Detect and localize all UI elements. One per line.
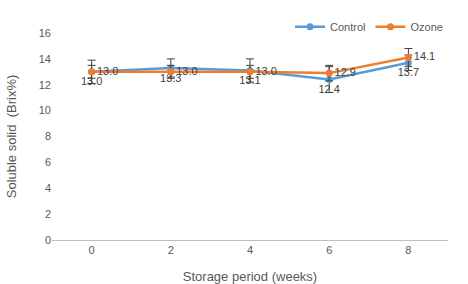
svg-text:13.0: 13.0: [97, 65, 118, 77]
svg-text:Soluble solid (Brix%): Soluble solid (Brix%): [4, 75, 19, 199]
svg-text:13.0: 13.0: [255, 65, 276, 77]
svg-text:4: 4: [45, 182, 51, 194]
svg-text:13.3: 13.3: [160, 72, 181, 84]
svg-text:12.4: 12.4: [318, 83, 339, 95]
svg-text:14.1: 14.1: [414, 50, 435, 62]
svg-text:13.0: 13.0: [81, 75, 102, 87]
svg-text:12: 12: [39, 79, 51, 91]
svg-text:13.0: 13.0: [176, 65, 197, 77]
svg-text:4: 4: [247, 244, 253, 256]
svg-text:10: 10: [39, 104, 51, 116]
svg-text:13.1: 13.1: [239, 74, 260, 86]
svg-text:2: 2: [168, 244, 174, 256]
svg-text:0: 0: [45, 234, 51, 246]
svg-text:6: 6: [45, 156, 51, 168]
svg-text:13.7: 13.7: [398, 66, 419, 78]
svg-text:16: 16: [39, 27, 51, 39]
svg-text:Ozone: Ozone: [410, 21, 442, 33]
svg-text:2: 2: [45, 208, 51, 220]
svg-text:8: 8: [45, 130, 51, 142]
svg-text:Storage period (weeks): Storage period (weeks): [183, 269, 317, 284]
svg-text:0: 0: [89, 244, 95, 256]
svg-text:8: 8: [405, 244, 411, 256]
svg-text:Control: Control: [330, 21, 365, 33]
svg-text:14: 14: [39, 53, 51, 65]
svg-text:6: 6: [326, 244, 332, 256]
svg-text:12.9: 12.9: [335, 66, 356, 78]
